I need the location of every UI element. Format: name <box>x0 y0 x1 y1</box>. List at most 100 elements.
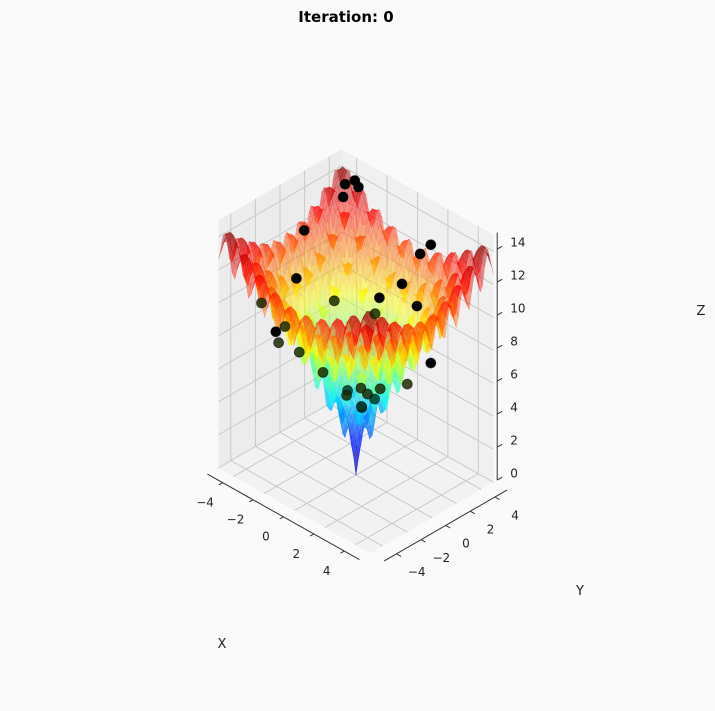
surface-facet <box>322 274 328 300</box>
surface-facet <box>379 336 385 366</box>
surface-facet <box>427 307 433 314</box>
surface-facet <box>276 291 282 307</box>
surface-facet <box>231 263 238 280</box>
surface-facet <box>326 310 332 326</box>
surface-facet <box>283 309 289 316</box>
surface-facet <box>445 298 452 315</box>
surface-facet <box>251 267 257 276</box>
surface-facet <box>470 251 477 270</box>
surface-facet <box>275 242 281 256</box>
surface-facet <box>404 238 410 245</box>
surface-facet <box>461 288 467 302</box>
surface-facet <box>414 261 420 282</box>
surface-facet <box>407 323 413 340</box>
surface-facet <box>328 240 334 251</box>
surface-facet <box>347 413 353 429</box>
surface-facet <box>365 211 371 225</box>
surface-facet <box>409 331 415 358</box>
surface-facet <box>273 302 279 326</box>
surface-facet <box>279 299 286 306</box>
surface-facet <box>341 407 347 420</box>
surface-facet <box>307 269 313 278</box>
surface-facet <box>392 335 399 364</box>
surface-facet <box>350 226 357 242</box>
surface-facet <box>327 234 333 243</box>
surface-facet <box>374 394 380 424</box>
surface-facet <box>290 280 296 296</box>
surface-facet <box>384 361 390 374</box>
surface-facet <box>320 254 326 273</box>
surface-facet <box>250 251 256 267</box>
surface-facet <box>423 331 430 354</box>
surface-facet <box>348 425 354 455</box>
surface-facet <box>436 252 443 255</box>
surface-facet <box>289 234 295 243</box>
surface-facet <box>319 305 325 315</box>
surface-facet <box>313 206 320 216</box>
surface-facet <box>379 250 386 260</box>
surface-facet <box>379 366 385 382</box>
surface-facet <box>446 265 453 292</box>
surface-facet <box>405 351 412 358</box>
surface-facet <box>361 293 367 304</box>
surface-facet <box>448 273 455 281</box>
surface-facet <box>455 295 461 318</box>
surface-facet <box>405 338 412 353</box>
surface-facet <box>344 169 350 172</box>
surface-facet <box>448 274 454 284</box>
surface-facet <box>288 289 295 314</box>
surface-facet <box>453 309 459 329</box>
surface-facet <box>395 294 401 318</box>
surface-facet <box>370 212 376 229</box>
surface-facet <box>454 275 460 286</box>
surface-facet <box>469 264 475 278</box>
surface-facet <box>233 241 239 254</box>
surface-facet <box>360 329 367 360</box>
surface-facet <box>456 260 462 273</box>
surface-facet <box>382 232 388 247</box>
surface-facet <box>339 240 345 258</box>
surface-facet <box>327 283 333 291</box>
surface-facet <box>393 363 399 383</box>
surface-facet <box>467 266 473 278</box>
surface-facet <box>425 305 432 315</box>
surface-facet <box>297 310 303 321</box>
surface-facet <box>326 385 332 409</box>
surface-facet <box>447 286 453 305</box>
surface-facet <box>335 392 341 422</box>
surface-facet <box>447 290 453 305</box>
surface-facet <box>303 333 309 346</box>
surface-facet <box>284 299 290 308</box>
surface-facet <box>283 281 289 293</box>
surface-facet <box>349 198 355 214</box>
surface-facet <box>300 327 306 338</box>
surface-facet <box>305 221 311 228</box>
surface-facet <box>271 245 277 261</box>
surface-facet <box>329 189 336 203</box>
surface-facet <box>331 322 337 347</box>
surface-facet <box>238 251 244 266</box>
surface-facet <box>229 247 235 273</box>
surface-facet <box>357 411 363 432</box>
surface-facet <box>257 253 264 270</box>
surface-facet <box>428 330 434 353</box>
surface-facet <box>221 237 227 252</box>
surface-facet <box>262 271 268 285</box>
surface-facet <box>378 267 384 285</box>
surface-facet <box>258 274 264 277</box>
surface-facet <box>304 276 310 286</box>
surface-facet <box>291 328 297 338</box>
surface-facet <box>430 256 436 267</box>
surface-facet <box>339 347 345 355</box>
surface-facet <box>421 334 427 353</box>
surface-facet <box>267 269 274 276</box>
surface-facet <box>385 226 392 234</box>
surface-facet <box>399 353 406 366</box>
surface-facet <box>254 274 261 279</box>
surface-facet <box>311 287 317 307</box>
surface-facet <box>333 398 340 404</box>
surface-facet <box>344 243 350 277</box>
surface-facet <box>315 357 321 373</box>
surface-facet <box>358 291 364 304</box>
surface-facet <box>293 283 300 300</box>
